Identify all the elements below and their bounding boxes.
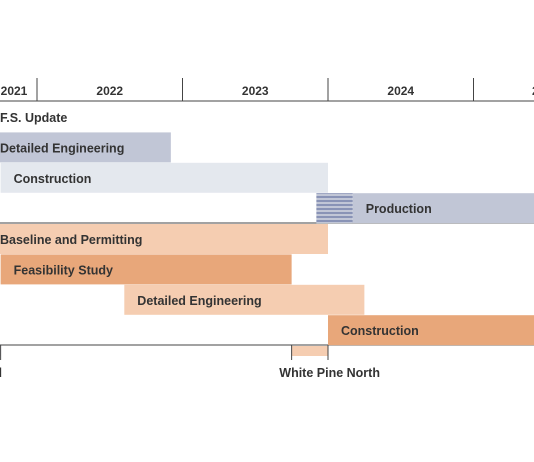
year-tick-label: 2023 <box>242 84 269 98</box>
task-label: Detailed Engineering <box>137 294 261 308</box>
year-tick-label: 2024 <box>387 84 414 98</box>
task-bar <box>328 315 534 346</box>
task-label: Production <box>366 202 432 216</box>
ramp-up-hatch <box>316 193 353 224</box>
year-tick-label: 2021 <box>1 84 28 98</box>
task-label: Construction <box>341 324 419 338</box>
task-label: Baseline and Permitting <box>0 233 142 247</box>
task-bar <box>352 193 534 224</box>
task-label: Feasibility Study <box>14 263 113 277</box>
task-bar <box>124 284 365 315</box>
milestone-label: Copperwood <box>0 366 2 380</box>
task-label: Detailed Engineering <box>0 141 124 155</box>
task-bar <box>0 224 328 254</box>
milestone-bar <box>291 346 328 356</box>
milestone-markers: Copperwood White Pine North <box>0 345 380 380</box>
task-bar <box>0 254 292 285</box>
timeline-axis: 2021 2022 2023 2024 2025 <box>0 78 534 102</box>
task-bar <box>0 162 328 193</box>
task-bar <box>0 132 171 163</box>
year-tick-label: 2025 <box>532 84 534 98</box>
year-tick-label: 2022 <box>96 84 123 98</box>
task-bars: F.S. Update Detailed Engineering Construct… <box>0 111 534 346</box>
task-label: F.S. Update <box>0 111 67 125</box>
task-label: Construction <box>14 172 92 186</box>
milestone-label: White Pine North <box>279 366 380 380</box>
